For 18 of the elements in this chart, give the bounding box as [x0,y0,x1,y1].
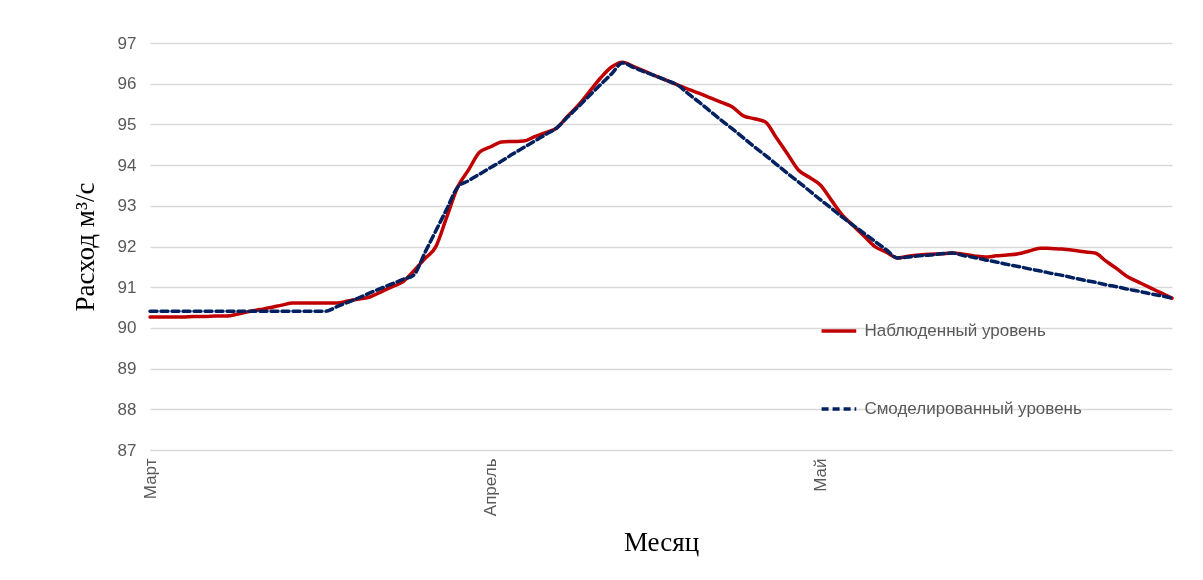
y-tick-label: 96 [117,74,137,94]
y-tick-label: 91 [117,277,137,297]
y-tick-label: 93 [117,196,137,216]
y-tick-label: 88 [117,399,137,419]
x-tick-label: Май [810,458,830,492]
x-axis-title: Месяц [623,527,700,558]
y-tick-label: 95 [117,114,137,134]
y-tick-label: 97 [117,33,137,53]
x-tick-label: Март [140,458,160,500]
y-tick-label: 89 [117,359,137,379]
y-axis-title: Расход м³/с [69,182,100,312]
y-tick-label: 90 [117,318,137,338]
x-tick-label: Апрель [481,458,501,517]
legend-label: Наблюденный уровень [864,321,1046,341]
y-tick-label: 87 [117,440,137,460]
y-tick-label: 92 [117,237,137,256]
y-tick-label: 94 [117,155,137,175]
legend-label: Смоделированный уровень [864,399,1082,419]
